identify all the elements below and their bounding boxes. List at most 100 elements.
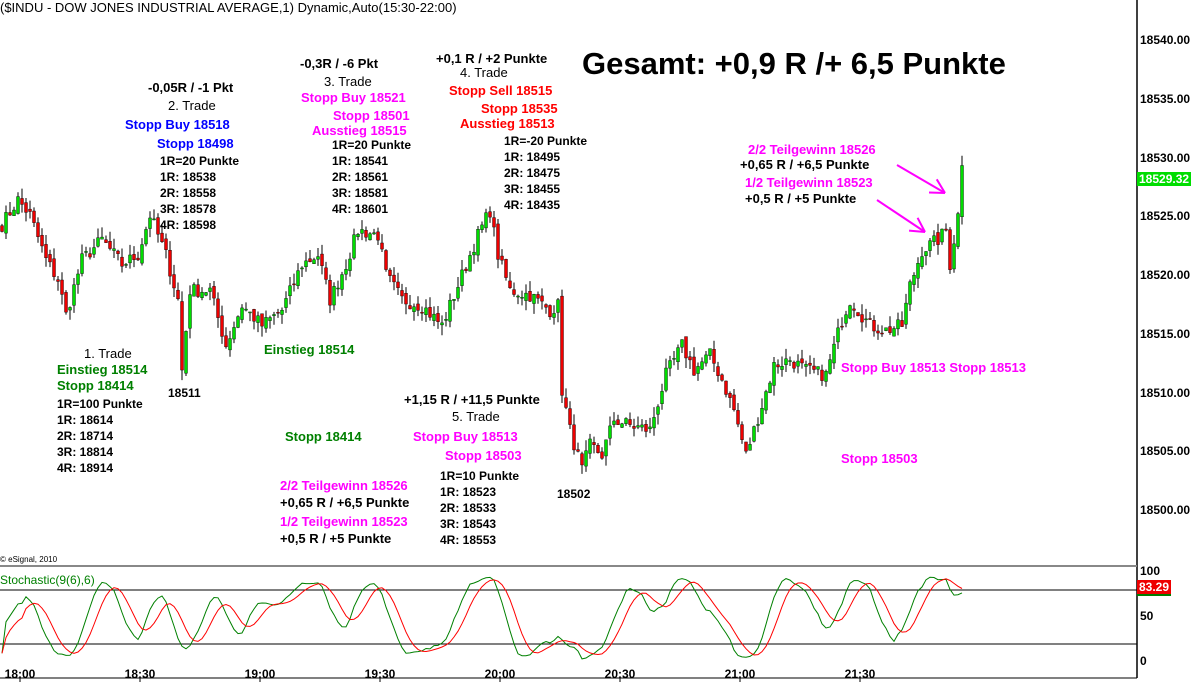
candle (272, 314, 276, 316)
candle (408, 305, 412, 310)
trade1-r1: 1R: 18614 (57, 413, 114, 427)
candle (840, 325, 844, 328)
candle (164, 238, 168, 250)
candle (896, 319, 900, 330)
y-tick-label: 18525.00 (1140, 209, 1191, 224)
candle (912, 275, 916, 285)
candle (248, 311, 252, 314)
candle (692, 356, 696, 376)
x-tick-label: 21:00 (724, 667, 756, 681)
trade2-r: 1R=20 Punkte (160, 154, 240, 168)
candle (648, 426, 652, 430)
candle (876, 330, 880, 334)
summary-total: Gesamt: +0,9 R /+ 6,5 Punkte (582, 46, 1006, 81)
candle (52, 258, 56, 277)
candle (360, 229, 364, 234)
candle (856, 312, 860, 317)
candle (760, 408, 764, 425)
candle (16, 196, 20, 214)
trade4-stop: Stopp 18535 (481, 101, 558, 116)
trade5-low-label: 18502 (557, 487, 591, 501)
candle (160, 232, 164, 243)
trade3-entry: Stopp Buy 18521 (301, 90, 406, 105)
candle (60, 279, 64, 295)
candle (92, 247, 96, 255)
candle (200, 291, 204, 298)
candle (464, 268, 468, 271)
candle (664, 367, 668, 391)
candle (616, 419, 620, 425)
candle (348, 258, 352, 271)
candle (188, 294, 192, 329)
candle (492, 217, 496, 228)
trade3-stop: Stopp 18501 (333, 108, 410, 123)
candle (432, 313, 436, 321)
candle (556, 299, 560, 313)
candle (380, 242, 384, 250)
x-tick-label: 19:00 (244, 667, 276, 681)
candle (768, 382, 772, 393)
candle (888, 326, 892, 333)
candle (736, 410, 740, 425)
x-tick-label: 21:30 (844, 667, 876, 681)
candle (900, 320, 904, 327)
candle (8, 212, 12, 216)
candle (564, 397, 568, 408)
trade2-title: 2. Trade (168, 98, 216, 113)
candle (688, 356, 692, 361)
candle (536, 294, 540, 299)
stoch-last-box: 83.29 (1137, 580, 1172, 596)
trade1-low-label: 18511 (168, 386, 201, 400)
candle (436, 313, 440, 322)
trade1-stop: Stopp 18414 (57, 378, 134, 393)
candle (416, 303, 420, 311)
candle (828, 359, 832, 374)
x-tick-label: 20:30 (604, 667, 636, 681)
x-tick-label: 18:00 (4, 667, 36, 681)
candle (868, 318, 872, 320)
trade1-r2: 2R: 18714 (57, 429, 114, 443)
candle (336, 287, 340, 290)
trade4-r1: 1R: 18495 (504, 150, 561, 164)
candle (448, 299, 452, 322)
candle (636, 425, 640, 428)
candle (576, 449, 580, 452)
candle (668, 360, 672, 369)
trade2-r1: 1R: 18538 (160, 170, 217, 184)
candle (384, 250, 388, 270)
candle (952, 243, 956, 270)
candle (596, 445, 600, 453)
candle (40, 235, 44, 247)
candle (152, 218, 156, 221)
candle (560, 295, 564, 396)
trade1-entry-marker: Einstieg 18514 (264, 342, 355, 357)
candle (148, 217, 152, 229)
candle (56, 279, 60, 282)
candle (756, 424, 760, 426)
candle (580, 453, 584, 466)
candle (212, 286, 216, 299)
trade2-r4: 4R: 18598 (160, 218, 217, 232)
candle (368, 233, 372, 241)
trade1-title: 1. Trade (84, 346, 132, 361)
candle (144, 229, 148, 245)
candle (528, 291, 532, 302)
trade5-r1: 1R: 18523 (440, 485, 497, 499)
trade4-title: 4. Trade (460, 65, 508, 80)
candle (64, 292, 68, 313)
candle (916, 263, 920, 279)
candle (192, 284, 196, 297)
candle (332, 286, 336, 306)
candle (12, 209, 16, 216)
candle (256, 315, 260, 323)
candle (832, 343, 836, 364)
y-tick-label: 18505.00 (1140, 444, 1191, 459)
trade4-r2: 2R: 18475 (504, 166, 561, 180)
chart-title: ($INDU - DOW JONES INDUSTRIAL AVERAGE,1)… (0, 0, 457, 15)
candle (168, 250, 172, 277)
candle (288, 285, 292, 297)
candle (552, 313, 556, 318)
candle (396, 281, 400, 288)
candle (276, 312, 280, 314)
candle (696, 366, 700, 374)
